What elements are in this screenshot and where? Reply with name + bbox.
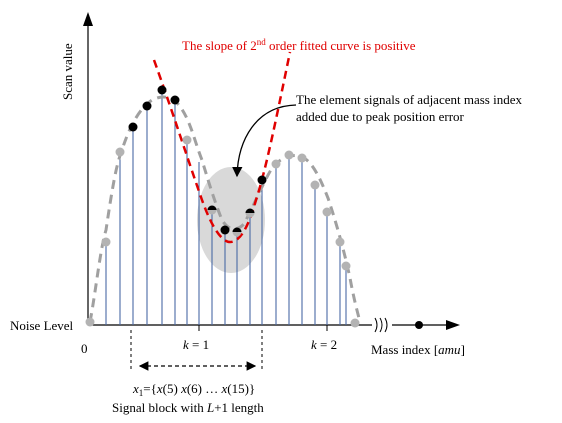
- slope-note: The slope of 2nd order fitted curve is p…: [182, 37, 416, 53]
- signal-dot-highlighted: [257, 175, 267, 185]
- signal-dot: [341, 261, 351, 271]
- x-axis-arrow: [446, 320, 460, 330]
- axis-break-icon: [374, 317, 388, 333]
- y-axis-arrow: [83, 12, 93, 26]
- signal-dot-highlighted: [142, 101, 152, 111]
- k1-label: k = 1: [183, 337, 209, 352]
- fitted-curve: [152, 51, 292, 244]
- signal-dot-highlighted: [170, 95, 180, 105]
- signal-dot-mixed: [207, 205, 217, 215]
- signal-dot: [85, 317, 95, 327]
- origin-label: 0: [81, 341, 88, 356]
- signal-block-caption: Signal block with L+1 length: [112, 400, 264, 415]
- signal-dots: [85, 85, 360, 328]
- axis-far-point: [415, 321, 423, 329]
- signal-envelope: [88, 95, 362, 323]
- signal-dot-mixed: [245, 208, 255, 218]
- element-signals-note-line1: The element signals of adjacent mass ind…: [296, 92, 522, 107]
- signal-dot: [322, 207, 332, 217]
- signal-dot: [182, 135, 192, 145]
- signal-dot: [310, 180, 320, 190]
- annotation-arrow: [232, 104, 297, 178]
- noise-level-label: Noise Level: [10, 318, 74, 333]
- y-axis-label: Scan value: [60, 43, 75, 100]
- signal-dot-mixed: [232, 227, 242, 237]
- signal-dot: [350, 318, 360, 328]
- element-signals-note-line2: added due to peak position error: [296, 109, 465, 124]
- signal-dot: [297, 153, 307, 163]
- signal-block-formula: x1={x(5) x(6) … x(15)}: [132, 381, 255, 398]
- signal-dot: [271, 159, 281, 169]
- signal-dot-highlighted: [220, 225, 230, 235]
- signal-dot-highlighted: [157, 85, 167, 95]
- highlight-region: [197, 167, 265, 273]
- k2-label: k = 2: [311, 337, 337, 352]
- x-axis-label: Mass index [amu]: [371, 342, 465, 357]
- signal-dot: [284, 150, 294, 160]
- signal-dot-highlighted: [128, 122, 138, 132]
- signal-dot: [335, 237, 345, 247]
- signal-dot: [115, 147, 125, 157]
- signal-dot: [101, 237, 111, 247]
